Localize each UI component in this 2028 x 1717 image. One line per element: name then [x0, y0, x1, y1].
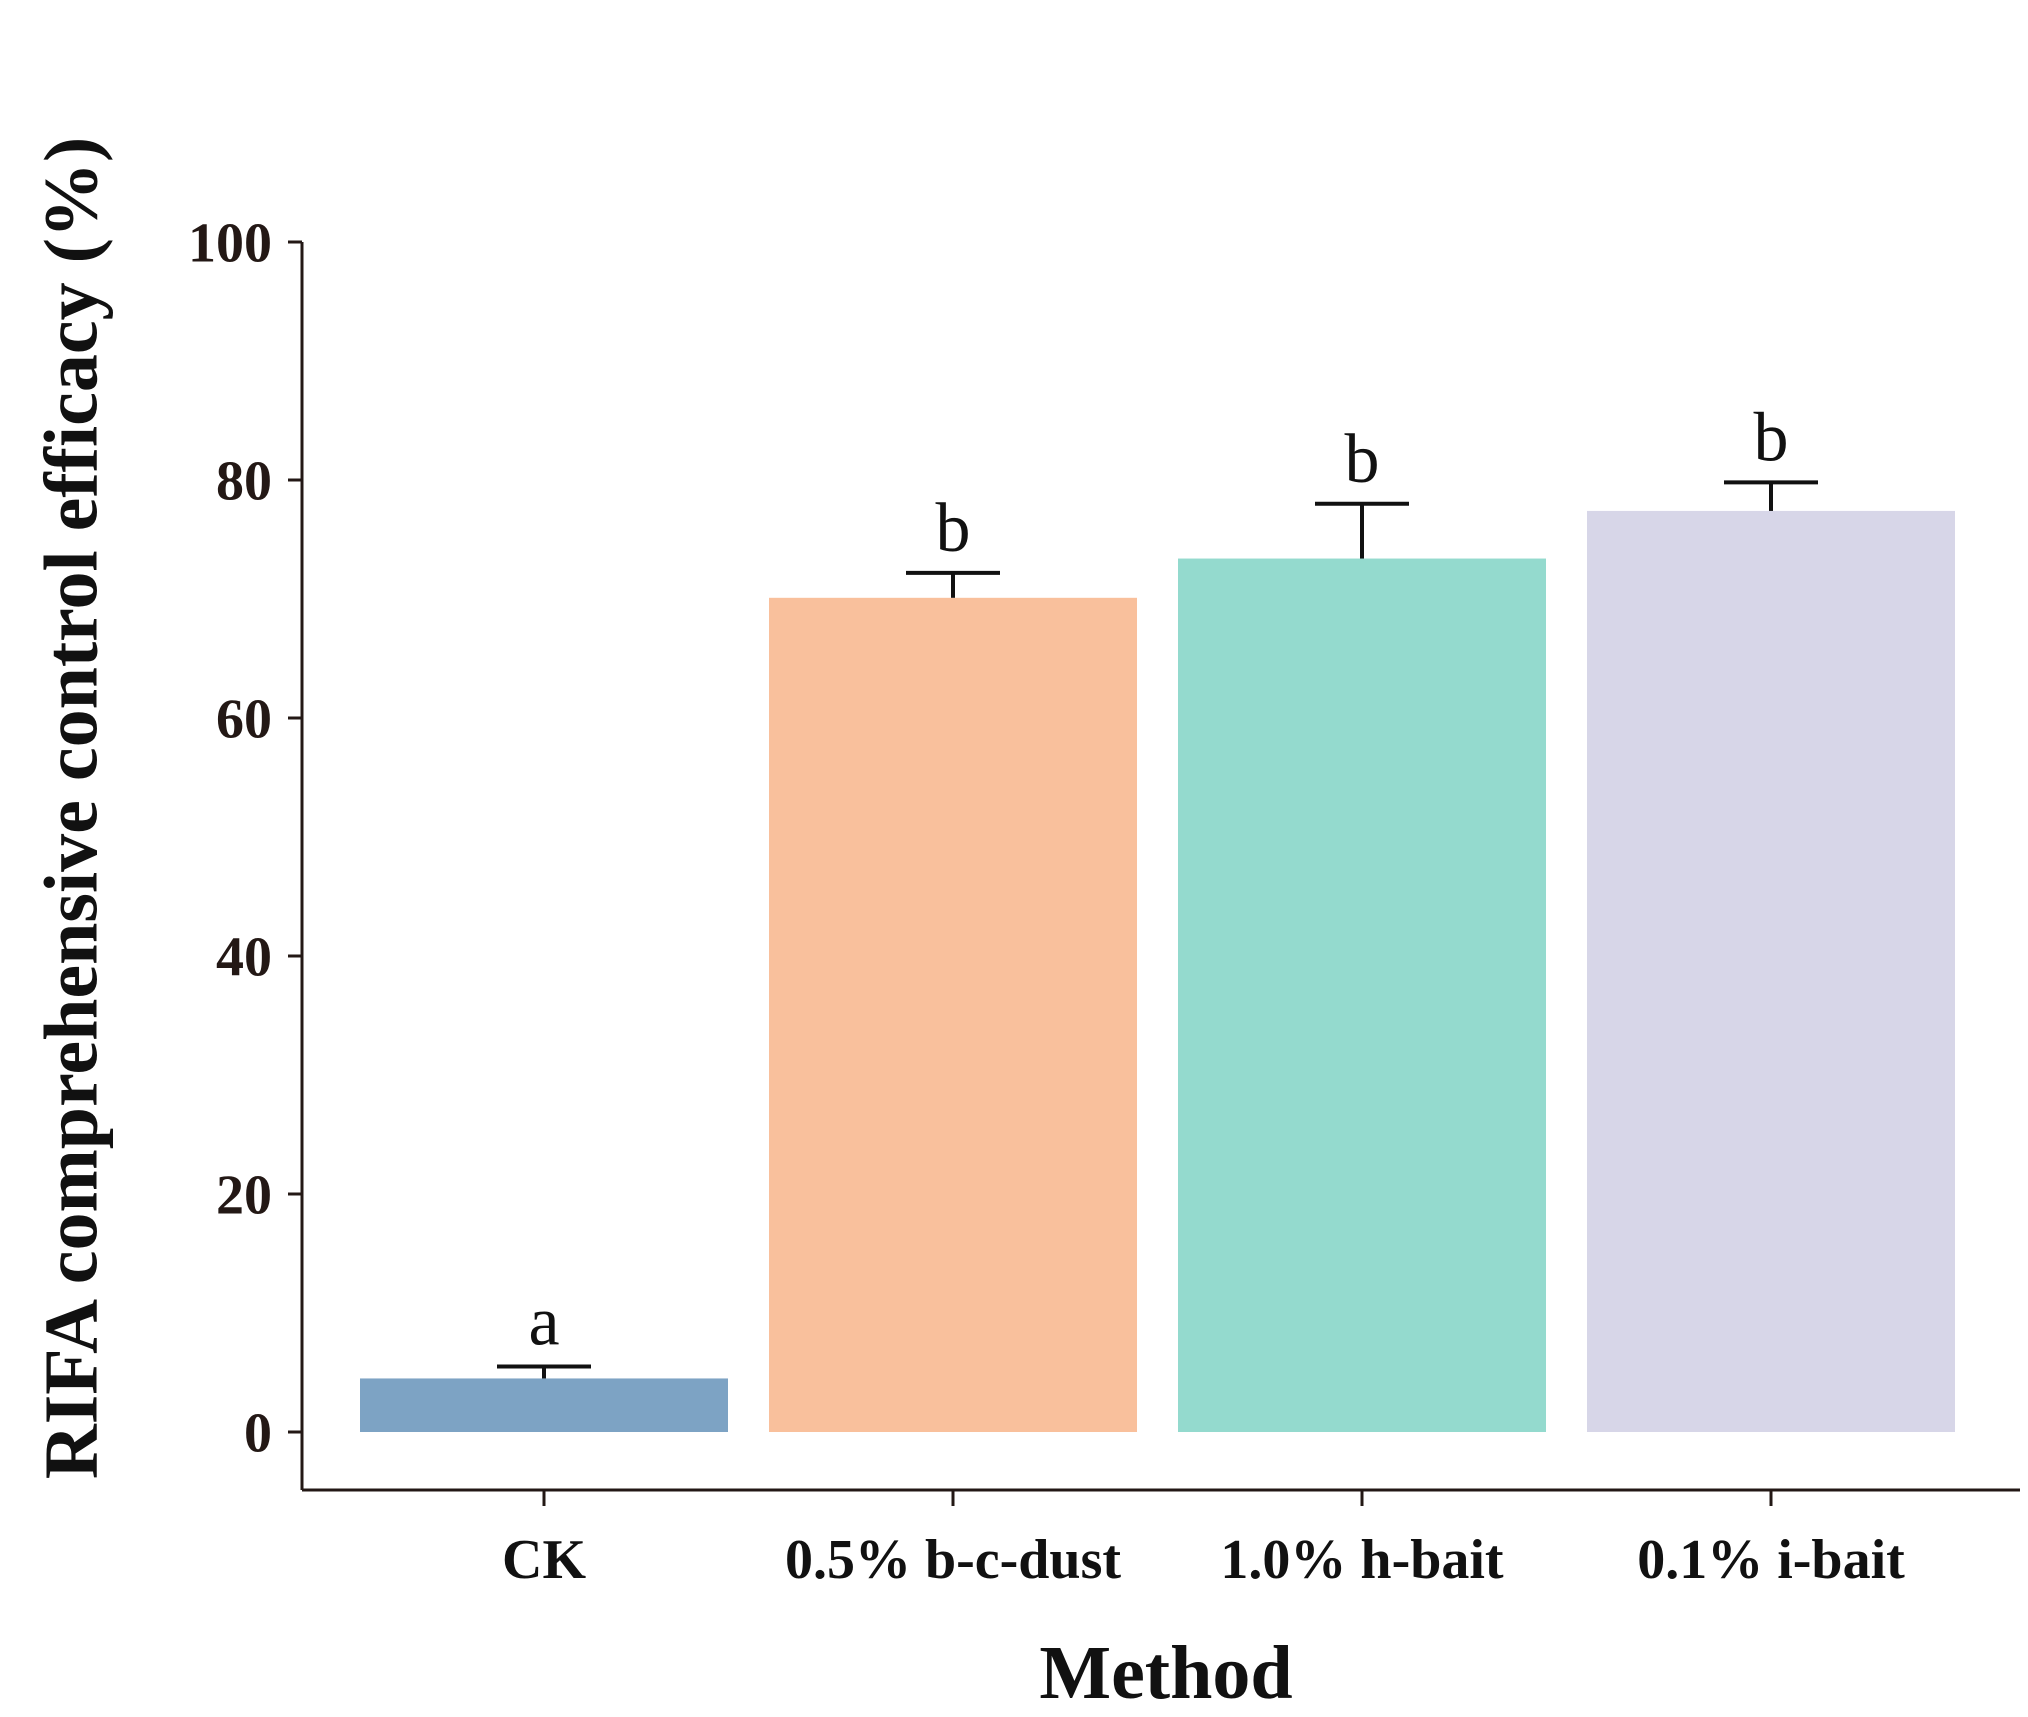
significance-letter: b: [936, 490, 971, 567]
y-tick-label: 60: [216, 689, 272, 751]
y-tick-label: 80: [216, 451, 272, 513]
y-tick-label: 0: [244, 1403, 272, 1465]
x-axis-title: Method: [1039, 1631, 1292, 1715]
x-tick-label: 1.0% h-bait: [1220, 1529, 1503, 1591]
x-axis-ticks: CK 0.5% b-c-dust 1.0% h-bait 0.1% i-bait: [502, 1490, 1905, 1591]
bar: [769, 597, 1137, 1432]
significance-letter: b: [1754, 399, 1789, 476]
y-tick-label: 20: [216, 1165, 272, 1227]
bar: [1178, 558, 1546, 1432]
y-tick-label: 40: [216, 927, 272, 989]
x-tick-label: CK: [502, 1529, 586, 1591]
significance-letter: a: [528, 1284, 559, 1361]
bar: [1587, 510, 1955, 1432]
y-tick-label: 100: [188, 213, 272, 275]
bars-group: a b b b: [360, 399, 1955, 1432]
y-axis-title: RIFA comprehensive control efficacy (%): [30, 137, 114, 1479]
bar: [360, 1378, 728, 1432]
x-tick-label: 0.5% b-c-dust: [785, 1529, 1121, 1591]
significance-letter: b: [1345, 421, 1380, 498]
x-tick-label: 0.1% i-bait: [1637, 1529, 1905, 1591]
y-axis-ticks: 0 20 40 60 80 100: [188, 213, 302, 1465]
